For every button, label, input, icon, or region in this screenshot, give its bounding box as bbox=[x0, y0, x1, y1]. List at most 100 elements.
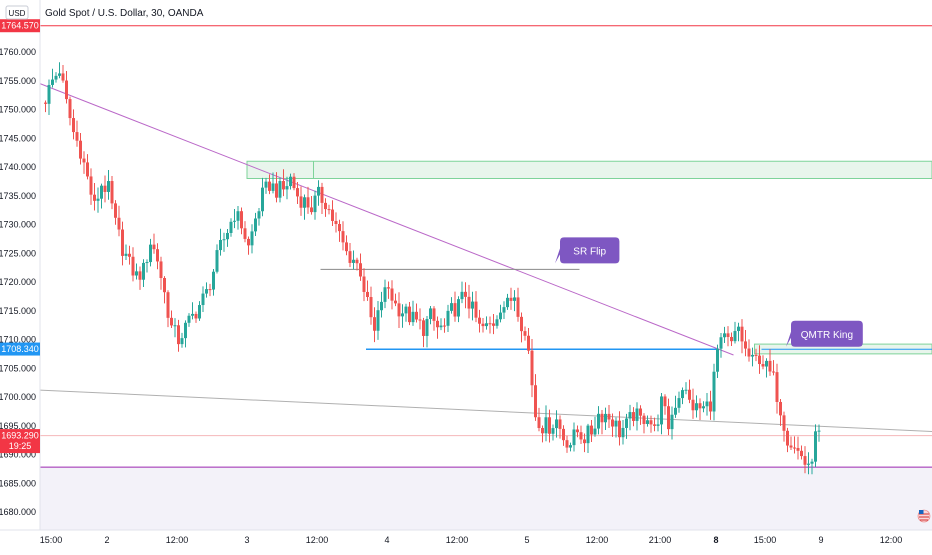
candle[interactable] bbox=[202, 286, 205, 312]
candle[interactable] bbox=[352, 251, 355, 270]
candle[interactable] bbox=[443, 318, 446, 333]
candle[interactable] bbox=[177, 320, 180, 352]
candle[interactable] bbox=[496, 315, 499, 328]
candle[interactable] bbox=[170, 310, 173, 328]
candle[interactable] bbox=[125, 244, 128, 259]
main-trendline[interactable] bbox=[40, 84, 734, 355]
candle[interactable] bbox=[132, 247, 135, 281]
candle[interactable] bbox=[688, 380, 691, 404]
candle[interactable] bbox=[195, 312, 198, 323]
candle[interactable] bbox=[734, 322, 737, 344]
candle[interactable] bbox=[86, 154, 89, 179]
candle[interactable] bbox=[349, 243, 352, 267]
candle[interactable] bbox=[461, 282, 464, 304]
candle[interactable] bbox=[163, 276, 166, 303]
candle[interactable] bbox=[401, 304, 404, 327]
qmtr-king-callout[interactable]: QMTR King bbox=[786, 321, 863, 347]
candle[interactable] bbox=[489, 317, 492, 334]
candle[interactable] bbox=[97, 187, 100, 212]
candle[interactable] bbox=[538, 408, 541, 431]
candle[interactable] bbox=[426, 316, 429, 347]
grey-trendline[interactable] bbox=[40, 390, 932, 431]
candle[interactable] bbox=[597, 406, 600, 434]
candle[interactable] bbox=[174, 318, 177, 337]
upper-zone[interactable] bbox=[247, 161, 932, 178]
candle[interactable] bbox=[524, 327, 527, 341]
candle[interactable] bbox=[128, 246, 131, 265]
candle[interactable] bbox=[118, 206, 121, 237]
candle[interactable] bbox=[419, 308, 422, 329]
candle[interactable] bbox=[90, 168, 93, 205]
candle[interactable] bbox=[405, 304, 408, 322]
candle[interactable] bbox=[359, 253, 362, 280]
candle[interactable] bbox=[223, 233, 226, 252]
candle[interactable] bbox=[219, 229, 222, 256]
candle[interactable] bbox=[510, 288, 513, 310]
candle[interactable] bbox=[646, 416, 649, 427]
candle[interactable] bbox=[408, 302, 411, 325]
candle[interactable] bbox=[167, 290, 170, 327]
candle[interactable] bbox=[331, 200, 334, 226]
candle[interactable] bbox=[639, 405, 642, 425]
candle[interactable] bbox=[737, 323, 740, 341]
candle[interactable] bbox=[251, 224, 254, 253]
candle[interactable] bbox=[594, 417, 597, 437]
candle[interactable] bbox=[79, 133, 82, 165]
candle[interactable] bbox=[121, 222, 124, 266]
candle[interactable] bbox=[391, 280, 394, 309]
candle[interactable] bbox=[499, 305, 502, 323]
candle[interactable] bbox=[342, 221, 345, 250]
candle[interactable] bbox=[146, 259, 149, 272]
candle[interactable] bbox=[184, 320, 187, 347]
candle[interactable] bbox=[422, 318, 425, 347]
candle[interactable] bbox=[709, 391, 712, 420]
candle[interactable] bbox=[783, 412, 786, 442]
candle[interactable] bbox=[296, 182, 299, 204]
candle[interactable] bbox=[377, 301, 380, 340]
candle[interactable] bbox=[517, 288, 520, 322]
candle[interactable] bbox=[398, 292, 401, 328]
candle[interactable] bbox=[258, 208, 261, 226]
candle[interactable] bbox=[730, 333, 733, 346]
candle[interactable] bbox=[653, 418, 656, 432]
candle[interactable] bbox=[230, 218, 233, 237]
candle[interactable] bbox=[580, 426, 583, 444]
candle[interactable] bbox=[457, 296, 460, 322]
candle[interactable] bbox=[618, 411, 621, 445]
candle[interactable] bbox=[531, 339, 534, 397]
candle[interactable] bbox=[727, 326, 730, 346]
candle[interactable] bbox=[527, 328, 530, 354]
candle[interactable] bbox=[552, 424, 555, 440]
candle[interactable] bbox=[156, 243, 159, 269]
candle[interactable] bbox=[681, 388, 684, 405]
candle[interactable] bbox=[793, 436, 796, 453]
candle[interactable] bbox=[678, 392, 681, 413]
candle[interactable] bbox=[433, 306, 436, 331]
candle[interactable] bbox=[104, 175, 107, 202]
candle[interactable] bbox=[237, 206, 240, 230]
candle[interactable] bbox=[485, 316, 488, 329]
candle[interactable] bbox=[216, 244, 219, 273]
candle[interactable] bbox=[797, 437, 800, 460]
candle[interactable] bbox=[317, 180, 320, 205]
candle[interactable] bbox=[573, 422, 576, 451]
candle[interactable] bbox=[233, 209, 236, 228]
candle[interactable] bbox=[454, 292, 457, 322]
candle[interactable] bbox=[779, 399, 782, 426]
candle[interactable] bbox=[107, 170, 110, 200]
candle[interactable] bbox=[447, 305, 450, 332]
candle[interactable] bbox=[135, 264, 138, 280]
candle[interactable] bbox=[814, 424, 817, 467]
candle[interactable] bbox=[335, 212, 338, 232]
candle[interactable] bbox=[149, 239, 152, 266]
candle[interactable] bbox=[345, 235, 348, 255]
candle[interactable] bbox=[254, 213, 257, 236]
candle[interactable] bbox=[751, 348, 754, 367]
candle[interactable] bbox=[62, 65, 65, 83]
candle[interactable] bbox=[324, 198, 327, 217]
candle[interactable] bbox=[394, 294, 397, 306]
candle[interactable] bbox=[261, 178, 264, 216]
candle[interactable] bbox=[69, 97, 72, 126]
candle[interactable] bbox=[671, 407, 674, 440]
candle[interactable] bbox=[471, 292, 474, 321]
